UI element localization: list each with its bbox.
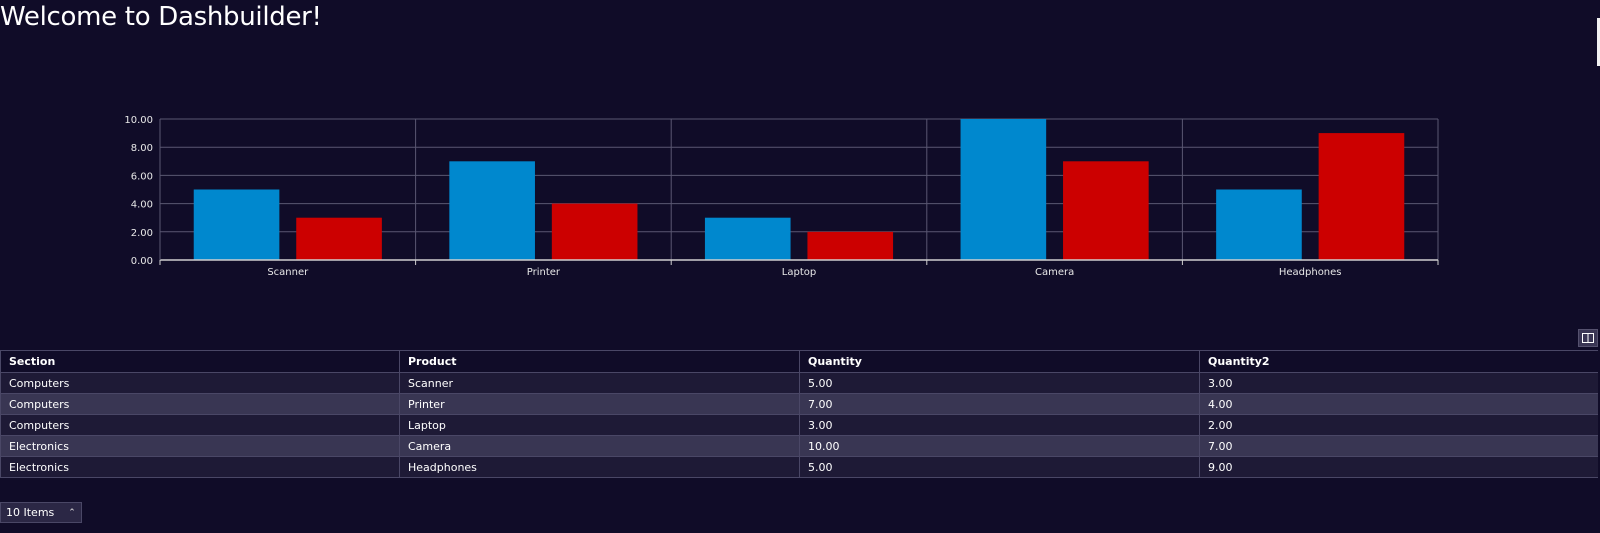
bar-camera-1 — [1063, 161, 1149, 260]
x-tick-label: Headphones — [1279, 267, 1342, 278]
cell-quantity2: 7.00 — [1199, 435, 1599, 457]
bar-chart-svg: 0.00 2.00 4.00 6.00 8.00 10.00 Scanner Printer L… — [124, 115, 1439, 278]
cell-section: Electronics — [0, 456, 400, 478]
cell-product: Headphones — [399, 456, 800, 478]
table-row[interactable]: Computers Printer 7.00 4.00 — [0, 393, 1599, 415]
page-title: Welcome to Dashbuilder! — [0, 2, 322, 32]
x-tick-label: Printer — [527, 267, 561, 278]
y-tick-label: 0.00 — [131, 256, 153, 267]
chevron-up-icon: ⌃ — [68, 507, 76, 518]
bar-headphones-0 — [1216, 189, 1302, 260]
cell-section: Computers — [0, 372, 400, 394]
cell-quantity: 7.00 — [799, 393, 1200, 415]
x-tick-label: Scanner — [267, 267, 309, 278]
cell-quantity2: 2.00 — [1199, 414, 1599, 436]
cell-section: Computers — [0, 414, 400, 436]
cell-section: Electronics — [0, 435, 400, 457]
bar-scanner-1 — [296, 217, 382, 260]
cell-product: Laptop — [399, 414, 800, 436]
column-header-quantity[interactable]: Quantity — [799, 350, 1200, 373]
bar-chart: 0.00 2.00 4.00 6.00 8.00 10.00 Scanner Printer L… — [0, 100, 1600, 290]
table-row[interactable]: Electronics Camera 10.00 7.00 — [0, 435, 1599, 457]
bar-laptop-0 — [704, 217, 791, 260]
bar-printer-0 — [449, 161, 535, 260]
cell-quantity2: 3.00 — [1199, 372, 1599, 394]
scrollbar-thumb[interactable] — [1597, 18, 1600, 66]
cell-quantity: 3.00 — [799, 414, 1200, 436]
table-row[interactable]: Computers Laptop 3.00 2.00 — [0, 414, 1599, 436]
cell-product: Scanner — [399, 372, 800, 394]
bar-laptop-1 — [807, 231, 894, 260]
x-tick-label: Camera — [1035, 267, 1074, 278]
table-header-row: Section Product Quantity Quantity2 — [0, 350, 1599, 373]
cell-product: Printer — [399, 393, 800, 415]
y-tick-label: 6.00 — [131, 171, 153, 182]
table-row[interactable]: Electronics Headphones 5.00 9.00 — [0, 456, 1599, 478]
bar-printer-1 — [551, 203, 638, 260]
column-picker-button[interactable] — [1578, 329, 1598, 347]
column-header-product[interactable]: Product — [399, 350, 800, 373]
vertical-scrollbar[interactable] — [1597, 0, 1600, 533]
cell-quantity: 5.00 — [799, 372, 1200, 394]
cell-quantity: 10.00 — [799, 435, 1200, 457]
page-size-dropdown[interactable]: 10 Items ⌃ — [0, 502, 82, 523]
columns-icon — [1582, 333, 1594, 343]
page-size-label: 10 Items — [6, 506, 55, 519]
table-row[interactable]: Computers Scanner 5.00 3.00 — [0, 372, 1599, 394]
cell-product: Camera — [399, 435, 800, 457]
bar-headphones-1 — [1318, 133, 1405, 260]
y-tick-label: 10.00 — [124, 115, 153, 126]
cell-section: Computers — [0, 393, 400, 415]
bar-scanner-0 — [193, 189, 280, 260]
column-header-quantity2[interactable]: Quantity2 — [1199, 350, 1599, 373]
y-tick-label: 8.00 — [131, 143, 153, 154]
cell-quantity2: 9.00 — [1199, 456, 1599, 478]
y-tick-label: 4.00 — [131, 200, 153, 211]
data-table: Section Product Quantity Quantity2 Compu… — [0, 350, 1599, 478]
column-header-section[interactable]: Section — [0, 350, 400, 373]
bar-camera-0 — [960, 119, 1047, 260]
cell-quantity2: 4.00 — [1199, 393, 1599, 415]
y-tick-label: 2.00 — [131, 228, 153, 239]
cell-quantity: 5.00 — [799, 456, 1200, 478]
x-tick-label: Laptop — [782, 267, 816, 278]
